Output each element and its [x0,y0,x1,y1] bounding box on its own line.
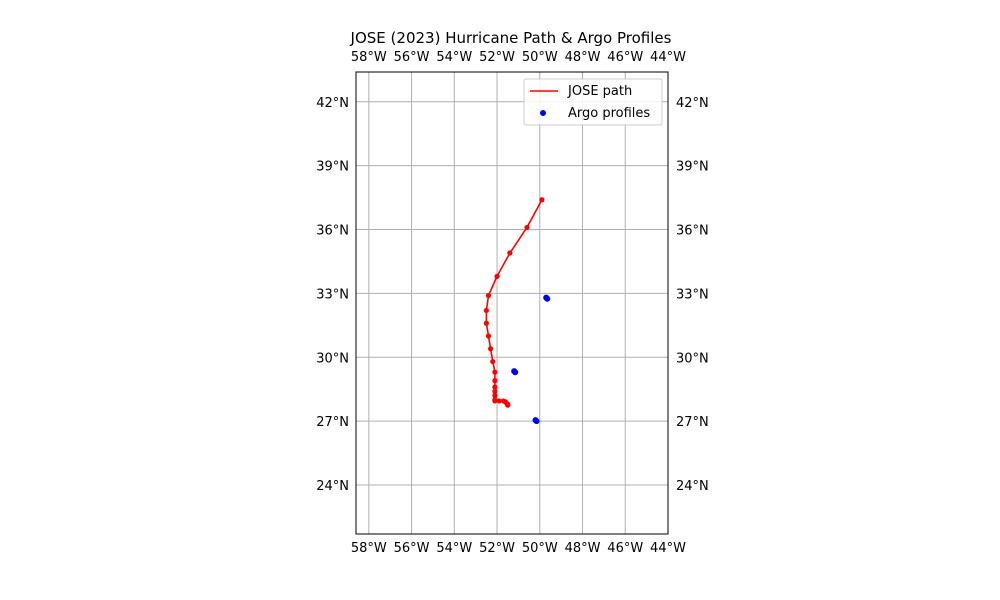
y-tick-label-right: 36°N [676,224,709,239]
chart-title: JOSE (2023) Hurricane Path & Argo Profil… [350,29,672,47]
argo-profile-point [544,295,551,302]
hurricane-path-point [492,369,498,375]
hurricane-path-point [539,197,545,203]
legend-scatter-swatch [540,110,546,116]
x-tick-label-bottom: 58°W [351,541,387,556]
legend-label-path: JOSE path [567,84,632,99]
hurricane-path-point [505,402,511,408]
y-tick-label-left: 39°N [316,160,349,175]
hurricane-path-point [483,307,489,314]
argo-profile-point [512,369,519,376]
legend-label-argo: Argo profiles [568,106,650,121]
hurricane-path-point [492,378,498,384]
map-frame [355,71,669,535]
x-tick-label-bottom: 48°W [565,541,601,556]
hurricane-path-point [488,346,494,352]
x-tick-label-top: 56°W [394,50,430,65]
y-tick-label-left: 33°N [316,287,349,302]
hurricane-path-point [507,250,513,256]
x-tick-label-top: 44°W [650,50,686,65]
x-tick-label-top: 50°W [522,50,558,65]
hurricane-path-point [496,398,502,404]
x-tick-label-bottom: 52°W [479,541,515,556]
legend: JOSE path Argo profiles [523,78,663,126]
x-tick-label-top: 58°W [351,50,387,65]
y-tick-label-right: 30°N [676,351,709,366]
x-tick-label-top: 52°W [479,50,515,65]
y-tick-label-left: 24°N [316,479,349,494]
tick-labels: 58°W 58°W 56°W 56°W 54°W 54°W 52°W 52°W 50°W 50°W… [316,50,709,556]
y-tick-label-left: 30°N [316,351,349,366]
y-tick-label-right: 24°N [676,479,709,494]
y-tick-label-left: 36°N [316,224,349,239]
y-tick-label-left: 27°N [316,415,349,430]
hurricane-path-point [494,273,500,279]
x-tick-label-bottom: 54°W [436,541,472,556]
hurricane-path-point [485,292,492,299]
hurricane-path-point [485,333,492,339]
hurricane-path-point [490,358,496,365]
hurricane-path-point [483,320,489,326]
y-tick-label-left: 42°N [316,96,349,111]
x-tick-label-top: 54°W [436,50,472,65]
y-tick-label-right: 39°N [676,160,709,175]
y-tick-label-right: 27°N [676,415,709,430]
argo-profile-point [533,418,540,425]
x-tick-label-bottom: 56°W [394,541,430,556]
hurricane-path-point [492,398,498,404]
hurricane-path-point [492,388,498,394]
x-tick-label-bottom: 46°W [607,541,643,556]
x-tick-label-top: 48°W [565,50,601,65]
legend-box [523,78,663,126]
hurricane-path-point [524,224,530,231]
data-layer [483,197,551,425]
x-tick-label-bottom: 50°W [522,541,558,556]
y-tick-label-right: 42°N [676,96,709,111]
hurricane-path-point [492,393,498,399]
gridlines [356,72,669,534]
y-tick-label-right: 33°N [676,287,709,302]
x-tick-label-top: 46°W [607,50,643,65]
x-tick-label-bottom: 44°W [650,541,686,556]
hurricane-path-point [492,384,498,390]
